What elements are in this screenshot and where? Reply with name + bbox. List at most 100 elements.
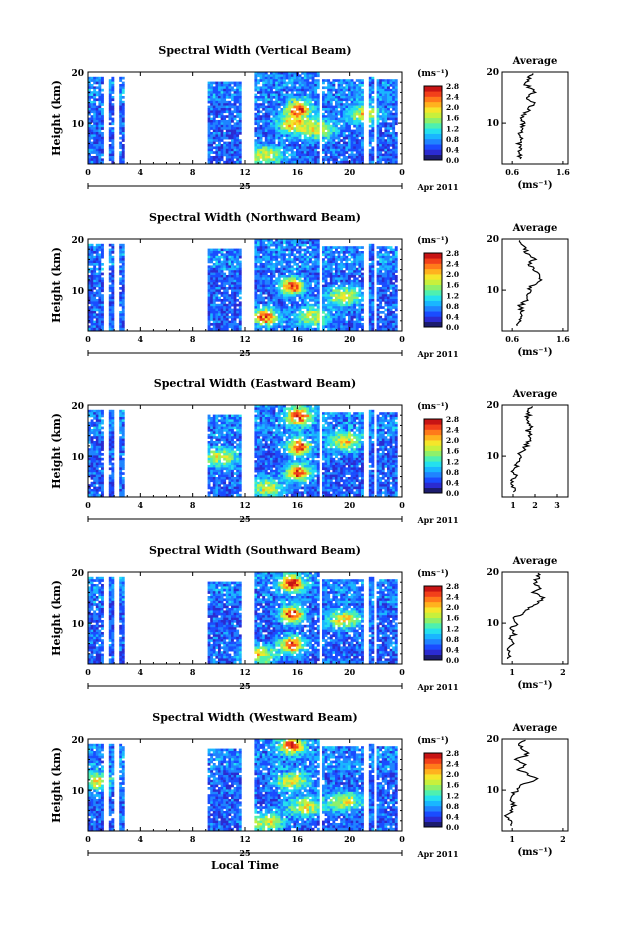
- profile-title: Average: [512, 56, 558, 67]
- colorbar-swatch: [424, 429, 442, 436]
- colorbar-tick-label: 0.8: [446, 468, 459, 477]
- colorbar-swatch: [424, 821, 442, 828]
- colorbar-swatch: [424, 774, 442, 780]
- colorbar-tick-label: 2.0: [446, 603, 459, 612]
- colorbar-tick-label: 1.6: [446, 614, 459, 623]
- colorbar-swatch: [424, 321, 442, 328]
- x-tick-label: 8: [190, 334, 196, 344]
- colorbar-swatch: [424, 471, 442, 478]
- colorbar-swatch: [424, 424, 442, 430]
- colorbar-tick-label: 0.8: [446, 802, 459, 811]
- colorbar-unit: (ms⁻¹): [417, 401, 449, 412]
- colorbar-swatch: [424, 107, 442, 113]
- heatmap-cells: [88, 72, 398, 164]
- colorbar-swatch: [424, 612, 442, 619]
- colorbar-unit: (ms⁻¹): [417, 68, 449, 79]
- profile-x-tick-label: 2: [532, 500, 538, 510]
- y-tick-label: 10: [71, 787, 84, 797]
- colorbar-tick-label: 2.8: [446, 582, 459, 591]
- panel-title: Spectral Width (Southward Beam): [149, 544, 361, 557]
- x-tick-label: 8: [190, 834, 196, 844]
- x-tick-label: 12: [239, 500, 250, 510]
- colorbar-tick-label: 1.2: [446, 124, 459, 133]
- colorbar-swatch: [424, 466, 442, 473]
- x-tick-label: 4: [138, 500, 144, 510]
- panel-title: Spectral Width (Northward Beam): [149, 211, 361, 224]
- colorbar-tick-label: 1.6: [446, 281, 459, 290]
- profile-title: Average: [512, 389, 558, 400]
- profile-x-label: (ms⁻¹): [517, 847, 552, 858]
- x-tick-label: 16: [292, 834, 304, 844]
- x-tick-label: 20: [344, 167, 356, 177]
- colorbar-tick-label: 1.2: [446, 457, 459, 466]
- colorbar-swatch: [424, 290, 442, 296]
- profile-y-tick-label: 20: [486, 401, 499, 411]
- x-tick-label: 16: [292, 667, 304, 677]
- x-tick-label: 8: [190, 500, 196, 510]
- colorbar-swatch: [424, 117, 442, 124]
- colorbar-swatch: [424, 112, 442, 119]
- colorbar-tick-label: 0.0: [446, 823, 459, 832]
- colorbar-tick-label: 0.4: [446, 312, 459, 321]
- colorbar-swatch: [424, 133, 442, 140]
- y-axis-label: Height (km): [50, 413, 63, 489]
- x-tick-label: 20: [344, 500, 356, 510]
- average-profile: Average 20 10 0.6 1.6 (ms⁻¹): [486, 223, 570, 358]
- profile-line: [509, 405, 534, 493]
- colorbar-tick-label: 2.0: [446, 770, 459, 779]
- colorbar-swatch: [424, 805, 442, 812]
- x-tick-label: 16: [292, 500, 304, 510]
- profile-line: [515, 240, 543, 327]
- colorbar-swatch: [424, 790, 442, 796]
- profile-y-tick-label: 10: [486, 119, 499, 129]
- colorbar-swatch: [424, 784, 442, 791]
- colorbar-swatch: [424, 768, 442, 775]
- y-tick-label: 10: [71, 453, 84, 463]
- x-tick-label: 20: [344, 667, 356, 677]
- x-tick-label: 20: [344, 334, 356, 344]
- colorbar-swatch: [424, 101, 442, 108]
- x-tick-label: 12: [239, 834, 250, 844]
- x-tick-label: 4: [138, 667, 144, 677]
- y-axis-label: Height (km): [50, 247, 63, 323]
- colorbar-tick-label: 0.4: [446, 478, 459, 487]
- colorbar-tick-label: 0.8: [446, 635, 459, 644]
- colorbar-tick-label: 1.6: [446, 447, 459, 456]
- x-tick-label: 0: [399, 334, 405, 344]
- average-profile: Average 20 10 0.6 1.6 (ms⁻¹): [486, 56, 570, 191]
- date-label: 25: [239, 848, 250, 858]
- x-tick-label: 0: [85, 167, 91, 177]
- colorbar-swatch: [424, 586, 442, 592]
- colorbar-swatch: [424, 128, 442, 134]
- colorbar-tick-label: 2.4: [446, 260, 459, 269]
- average-profile: Average 20 10 1 2 (ms⁻¹): [486, 556, 569, 691]
- colorbar-swatch: [424, 623, 442, 629]
- profile-x-label: (ms⁻¹): [517, 680, 552, 691]
- colorbar-swatch: [424, 591, 442, 597]
- colorbar-swatch: [424, 419, 442, 425]
- date-label: 25: [239, 181, 250, 191]
- x-tick-label: 12: [239, 667, 250, 677]
- colorbar-swatch: [424, 154, 442, 161]
- colorbar-swatch: [424, 607, 442, 613]
- profile-line: [503, 739, 539, 827]
- profile-y-tick-label: 20: [486, 235, 499, 245]
- x-tick-label: 16: [292, 167, 304, 177]
- colorbar-swatch: [424, 487, 442, 494]
- x-tick-label: 0: [399, 167, 405, 177]
- x-tick-label: 0: [85, 667, 91, 677]
- profile-title: Average: [512, 556, 558, 567]
- y-tick-label: 20: [71, 69, 84, 79]
- month-label: Apr 2011: [416, 515, 458, 525]
- y-tick-label: 10: [71, 287, 84, 297]
- panel-title: Spectral Width (Eastward Beam): [154, 377, 356, 390]
- colorbar-tick-label: 2.4: [446, 593, 459, 602]
- colorbar-swatch: [424, 816, 442, 823]
- y-axis-label: Height (km): [50, 580, 63, 656]
- colorbar-swatch: [424, 316, 442, 323]
- profile-y-tick-label: 10: [486, 786, 499, 796]
- colorbar-swatch: [424, 123, 442, 129]
- month-label: Apr 2011: [416, 849, 458, 859]
- colorbar-swatch: [424, 779, 442, 786]
- colorbar-swatch: [424, 638, 442, 645]
